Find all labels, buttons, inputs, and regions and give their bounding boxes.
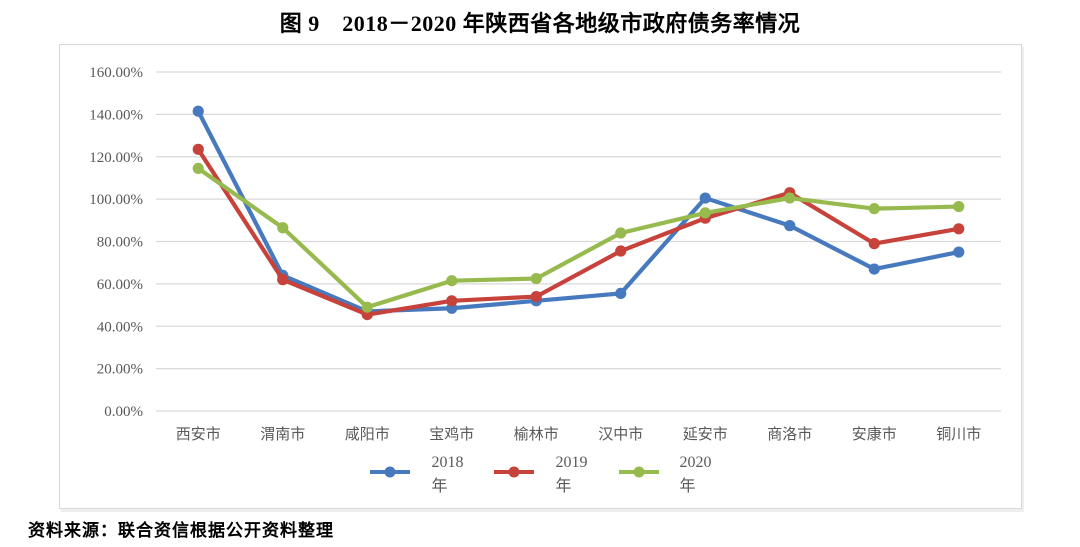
data-point-2020 (530, 272, 542, 285)
data-point-2020 (192, 162, 204, 175)
figure-title: 图 9 2018－2020 年陕西省各地级市政府债务率情况 (279, 11, 801, 36)
x-category-label: 西安市 (176, 426, 221, 443)
data-point-2020 (699, 207, 711, 219)
x-category-label: 延安市 (683, 426, 728, 443)
data-point-2018 (784, 220, 796, 232)
data-point-2019 (868, 238, 880, 250)
data-point-2019 (530, 290, 542, 303)
x-category-label: 咸阳市 (345, 426, 390, 443)
data-point-2020 (446, 275, 458, 287)
x-category-label: 安康市 (852, 426, 897, 443)
x-category-label: 商洛市 (767, 426, 812, 443)
y-tick-label: 80.00% (97, 235, 143, 251)
legend-item-2020: 2020年 (618, 454, 712, 496)
x-category-label: 宝鸡市 (429, 426, 474, 443)
legend-marker-icon (618, 466, 659, 478)
x-category-label: 汉中市 (598, 426, 643, 443)
line-chart: 0.00% 20.00% 40.00% 60.00% 80.00% 100.00% 120.… (89, 65, 1001, 443)
source-note: 资料来源：联合资信根据公开资料整理 (28, 521, 334, 540)
data-point-2018 (615, 287, 627, 300)
y-tick-label: 120.00% (89, 150, 143, 166)
series-line-2018 (196, 109, 961, 314)
data-point-2018 (868, 263, 880, 275)
y-tick-label: 40.00% (97, 319, 143, 335)
data-point-2019 (192, 143, 204, 155)
data-point-2020 (361, 301, 373, 313)
legend: 2018年 2019年 2020年 (60, 454, 1021, 496)
data-point-2020 (615, 227, 627, 239)
y-tick-label: 60.00% (97, 277, 143, 293)
data-point-2018 (192, 105, 204, 117)
x-category-label: 铜川市 (936, 426, 981, 443)
y-tick-label: 160.00% (89, 65, 143, 81)
data-point-2020 (277, 222, 289, 234)
legend-item-2018: 2018年 (369, 454, 463, 496)
series-line-2020 (196, 166, 961, 310)
data-point-2019 (277, 274, 289, 286)
x-category-label: 渭南市 (260, 426, 305, 443)
data-point-2019 (615, 245, 627, 257)
legend-item-2019: 2019年 (493, 454, 588, 496)
data-point-2018 (699, 192, 711, 204)
y-tick-label: 140.00% (89, 107, 143, 123)
data-point-2019 (953, 223, 965, 235)
data-point-2018 (953, 246, 965, 258)
x-category-label: 榆林市 (514, 426, 559, 443)
legend-marker-icon (494, 466, 535, 478)
data-point-2019 (446, 295, 458, 307)
data-point-2020 (784, 192, 796, 204)
y-tick-label: 0.00% (104, 404, 143, 420)
legend-marker-icon (370, 466, 411, 478)
y-tick-label: 100.00% (89, 192, 143, 208)
data-point-2020 (953, 200, 965, 213)
data-point-2020 (868, 203, 880, 215)
series-line-2019 (196, 147, 961, 317)
y-tick-label: 20.00% (97, 362, 143, 378)
legend-label: 2019年 (555, 454, 588, 495)
legend-label: 2018年 (431, 454, 464, 495)
legend-label: 2020年 (679, 454, 712, 495)
chart-area: 0.00% 20.00% 40.00% 60.00% 80.00% 100.00% 120.… (59, 44, 1022, 509)
